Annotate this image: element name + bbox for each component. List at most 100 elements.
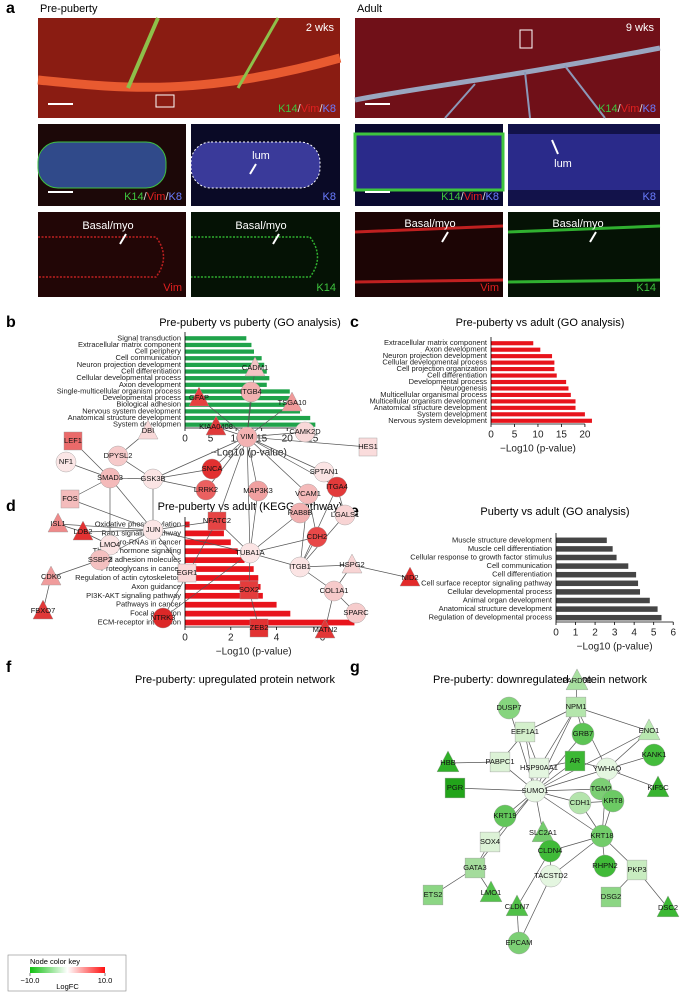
edge [69, 498, 154, 531]
node-label: HSP90AA1 [520, 763, 558, 772]
x-tick-label: 0 [488, 430, 494, 441]
node-label: DUSP7 [496, 703, 521, 712]
micrograph [191, 212, 340, 297]
category-label: Anatomical structure development [374, 403, 488, 412]
category-label: ECM-receptor interaction [98, 618, 181, 627]
edge [246, 436, 309, 495]
x-tick-label: 15 [556, 430, 568, 441]
category-label: Neuron projection development [77, 360, 182, 369]
node [281, 391, 303, 412]
node [564, 750, 586, 772]
node [63, 431, 83, 451]
node [47, 512, 69, 533]
color-key-box [7, 954, 127, 992]
x-tick-label: 5 [208, 434, 214, 445]
node [479, 831, 501, 853]
channel-name: K14 [316, 282, 336, 294]
node [528, 757, 550, 779]
node-label: LEF1 [64, 436, 82, 445]
node [249, 618, 269, 638]
node [334, 504, 356, 526]
node [479, 880, 503, 902]
bar [185, 539, 231, 546]
panel-title: Adult [357, 3, 382, 15]
node-label: HES1 [358, 442, 378, 451]
node-label: CDH2 [307, 532, 327, 541]
node [422, 884, 444, 906]
category-label: Nervous system development [82, 406, 182, 415]
category-label: Nervous system development [388, 416, 488, 425]
node [89, 549, 111, 571]
channel-name: K14 [598, 103, 618, 115]
panel-label: b [6, 314, 16, 331]
x-tick-label: 2 [228, 633, 234, 644]
node [489, 751, 511, 773]
node-label: NID2 [401, 573, 418, 582]
color-key-title: Node color key [30, 957, 80, 966]
arrow [272, 233, 280, 245]
bar [491, 379, 567, 385]
node-label: EPCAM [506, 938, 533, 947]
edge [534, 706, 577, 792]
node [195, 479, 217, 501]
channel-label: K14/Vim/K8 [124, 191, 182, 203]
bar [556, 546, 613, 552]
bar [491, 392, 571, 397]
node [313, 461, 335, 483]
node-label: ITGA4 [326, 482, 348, 491]
chart-title: Pre-puberty vs adult (GO analysis) [456, 317, 625, 329]
edge [518, 875, 552, 944]
inset-box [155, 94, 175, 108]
chart-title: Pre-puberty vs adult (KEGG pathway) [158, 501, 343, 513]
node [201, 458, 223, 480]
channel-name: / [165, 191, 169, 203]
node [32, 599, 54, 620]
x-tick-label: 1 [573, 628, 579, 639]
edge [538, 706, 577, 769]
category-label: Neuron projection development [383, 351, 488, 360]
category-label: Animal organ development [463, 595, 553, 604]
bar [185, 382, 267, 387]
inset-box [519, 29, 533, 49]
category-label: Rap1 signaling pathway [101, 528, 181, 537]
channel-label: K14 [316, 282, 336, 294]
key-tick-label: 10.0 [98, 976, 113, 985]
node-label: NTRK3 [151, 613, 176, 622]
x-tick-label: 0 [553, 628, 559, 639]
node [590, 824, 614, 848]
node-label: ENO1 [639, 726, 659, 735]
edge [249, 536, 318, 554]
node [60, 489, 80, 509]
channel-name: K8 [486, 191, 499, 203]
color-key-bar [30, 967, 105, 973]
node [152, 607, 174, 629]
node-label: SNCA [202, 464, 223, 473]
category-label: Biological adhesion [116, 400, 181, 409]
category-label: Cell projection organization [397, 364, 487, 373]
bar [185, 356, 262, 361]
node-label: LMO1 [481, 888, 501, 897]
node-label: HBB [440, 758, 455, 767]
node-label: FBXO7 [31, 606, 56, 615]
node-label: SMAD3 [97, 473, 123, 482]
node [177, 563, 197, 583]
category-label: Proteoglycans in cancer [101, 564, 182, 573]
node [289, 556, 311, 578]
node [505, 894, 529, 916]
annotation: lum [252, 150, 270, 162]
edge [454, 787, 536, 792]
category-label: Cell differentiation [121, 367, 181, 376]
bar [491, 354, 553, 359]
channel-name: K14 [124, 191, 144, 203]
node [568, 791, 592, 815]
x-tick-label: 0 [182, 633, 188, 644]
channel-name: K14 [441, 191, 461, 203]
edge [57, 523, 154, 531]
x-tick-label: 2 [592, 628, 598, 639]
annotation: Basal/myo [82, 220, 133, 232]
channel-name: K8 [643, 191, 656, 203]
bar [185, 422, 316, 427]
node-label: KRT18 [590, 831, 613, 840]
category-label: Anatomical structure development [68, 413, 182, 422]
